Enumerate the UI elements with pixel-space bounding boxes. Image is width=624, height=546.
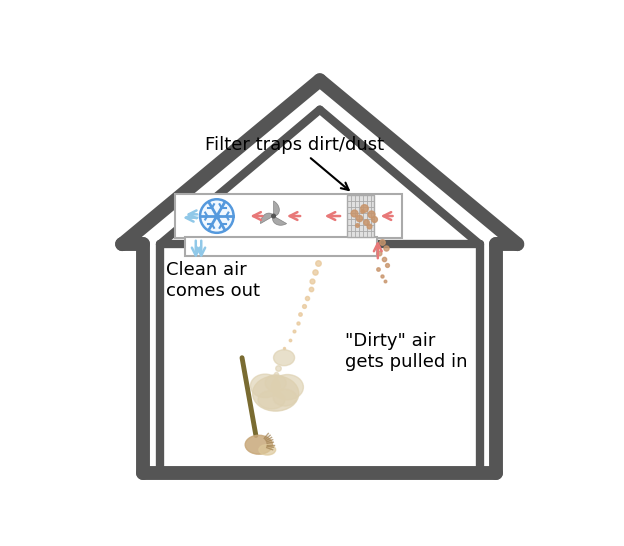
Bar — [175, 194, 402, 238]
Polygon shape — [260, 213, 273, 224]
Text: Filter traps dirt/dust: Filter traps dirt/dust — [205, 135, 384, 190]
Text: Clean air
comes out: Clean air comes out — [167, 261, 260, 300]
Bar — [185, 236, 376, 256]
Ellipse shape — [273, 389, 296, 406]
Ellipse shape — [259, 444, 276, 455]
Bar — [347, 195, 374, 236]
Ellipse shape — [250, 374, 280, 397]
Ellipse shape — [258, 390, 285, 409]
Ellipse shape — [245, 435, 273, 454]
Circle shape — [200, 199, 233, 233]
Ellipse shape — [271, 375, 303, 400]
Ellipse shape — [265, 375, 286, 391]
Ellipse shape — [253, 376, 299, 411]
Polygon shape — [273, 201, 280, 216]
Text: "Dirty" air
gets pulled in: "Dirty" air gets pulled in — [345, 332, 467, 371]
Circle shape — [271, 214, 275, 218]
Polygon shape — [273, 216, 286, 225]
Ellipse shape — [273, 350, 295, 366]
